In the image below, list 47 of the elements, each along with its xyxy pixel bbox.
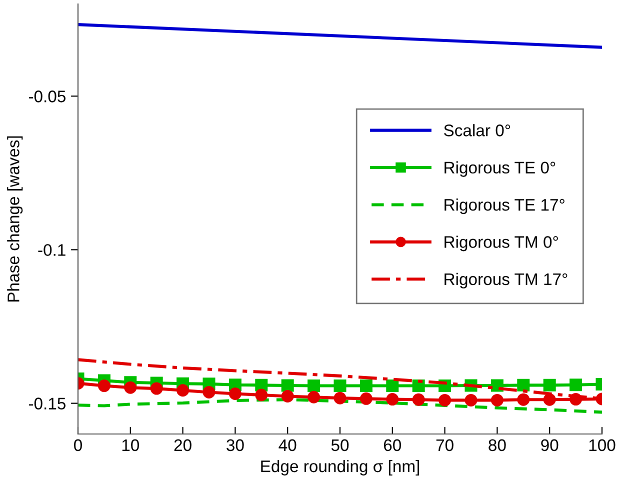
point xyxy=(228,388,242,400)
point xyxy=(517,378,530,392)
point xyxy=(438,394,452,406)
legend-label: Scalar 0° xyxy=(444,124,510,136)
x-tick-label: 100 xyxy=(589,439,616,452)
point xyxy=(412,393,425,406)
point xyxy=(543,378,556,392)
point xyxy=(334,380,346,392)
x-axis-title: Edge rounding σ [nm] xyxy=(261,460,420,476)
x-tick-label: 60 xyxy=(384,439,402,452)
x-tick-label: 90 xyxy=(541,439,558,452)
legend-label: Rigorous TE 17° xyxy=(444,198,564,214)
y-tick-label: -0.15 xyxy=(28,398,66,410)
x-tick-label: 30 xyxy=(226,439,244,452)
point xyxy=(281,390,294,402)
point xyxy=(334,392,346,404)
point xyxy=(490,394,504,406)
point xyxy=(124,381,137,394)
x-tick-label: 80 xyxy=(488,439,506,452)
point xyxy=(281,379,294,392)
x-tick-label: 10 xyxy=(122,439,140,452)
point xyxy=(464,394,478,406)
point xyxy=(360,380,372,392)
point xyxy=(150,382,163,395)
point xyxy=(570,378,582,392)
y-tick-label: -0.05 xyxy=(28,90,66,102)
legend-label: Rigorous TE 0° xyxy=(444,161,556,177)
point xyxy=(255,388,268,402)
x-tick-label: 0 xyxy=(74,439,82,452)
point xyxy=(98,380,110,392)
point xyxy=(308,390,320,404)
legend-label: Rigorous TM 0° xyxy=(444,236,558,252)
x-tick-label: 70 xyxy=(436,439,454,452)
x-tick-label: 20 xyxy=(174,439,192,452)
point xyxy=(543,393,556,406)
point xyxy=(202,386,216,398)
y-axis-title: Phase change [waves] xyxy=(7,136,23,302)
point xyxy=(308,380,320,392)
point xyxy=(386,393,399,406)
x-tick-label: 40 xyxy=(278,439,296,452)
point xyxy=(360,392,372,405)
x-tick-label: 50 xyxy=(331,439,349,452)
point xyxy=(386,380,399,392)
point xyxy=(176,384,190,397)
legend-label: Rigorous TM 17° xyxy=(444,272,568,288)
y-tick-label: -0.1 xyxy=(38,244,66,256)
point xyxy=(517,393,530,406)
